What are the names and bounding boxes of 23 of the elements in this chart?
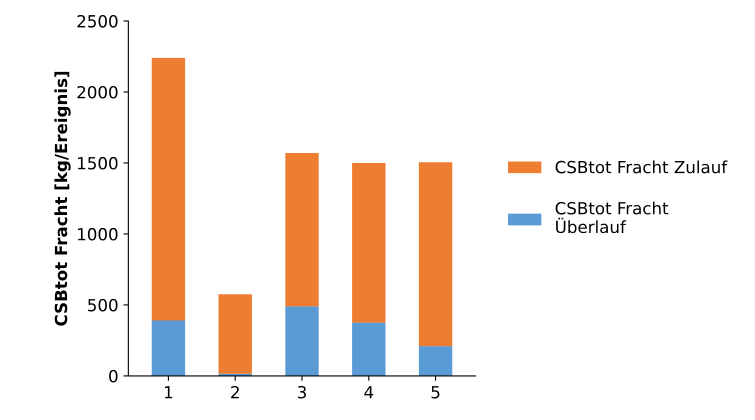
- x-tick-label: 2: [231, 386, 239, 398]
- y-tick-label: 0: [109, 370, 118, 382]
- bar: [352, 322, 386, 376]
- bar: [152, 58, 186, 321]
- y-tick-label: 1500: [78, 156, 118, 170]
- y-tick-label: 2500: [77, 14, 118, 28]
- legend-label: CSBtot Fracht Überlauf: [556, 202, 668, 234]
- bar: [285, 153, 319, 306]
- y-axis-title: CSBtot Fracht [kg/Ereignis]: [54, 72, 71, 326]
- y-tick-label: 2000: [77, 86, 118, 99]
- x-tick-label: 5: [432, 386, 440, 399]
- y-tick-label: 1000: [78, 228, 118, 241]
- x-tick-label: 3: [298, 386, 306, 399]
- bar: [418, 346, 452, 376]
- bar: [352, 162, 386, 323]
- x-tick-label: 1: [164, 386, 172, 398]
- x-tick-label: 4: [364, 386, 374, 398]
- bar: [218, 294, 252, 374]
- bar: [418, 162, 452, 346]
- bar: [152, 320, 186, 376]
- bar: [285, 306, 319, 376]
- y-tick-label: 500: [88, 298, 118, 312]
- legend-label: CSBtot Fracht Zulauf: [556, 160, 728, 174]
